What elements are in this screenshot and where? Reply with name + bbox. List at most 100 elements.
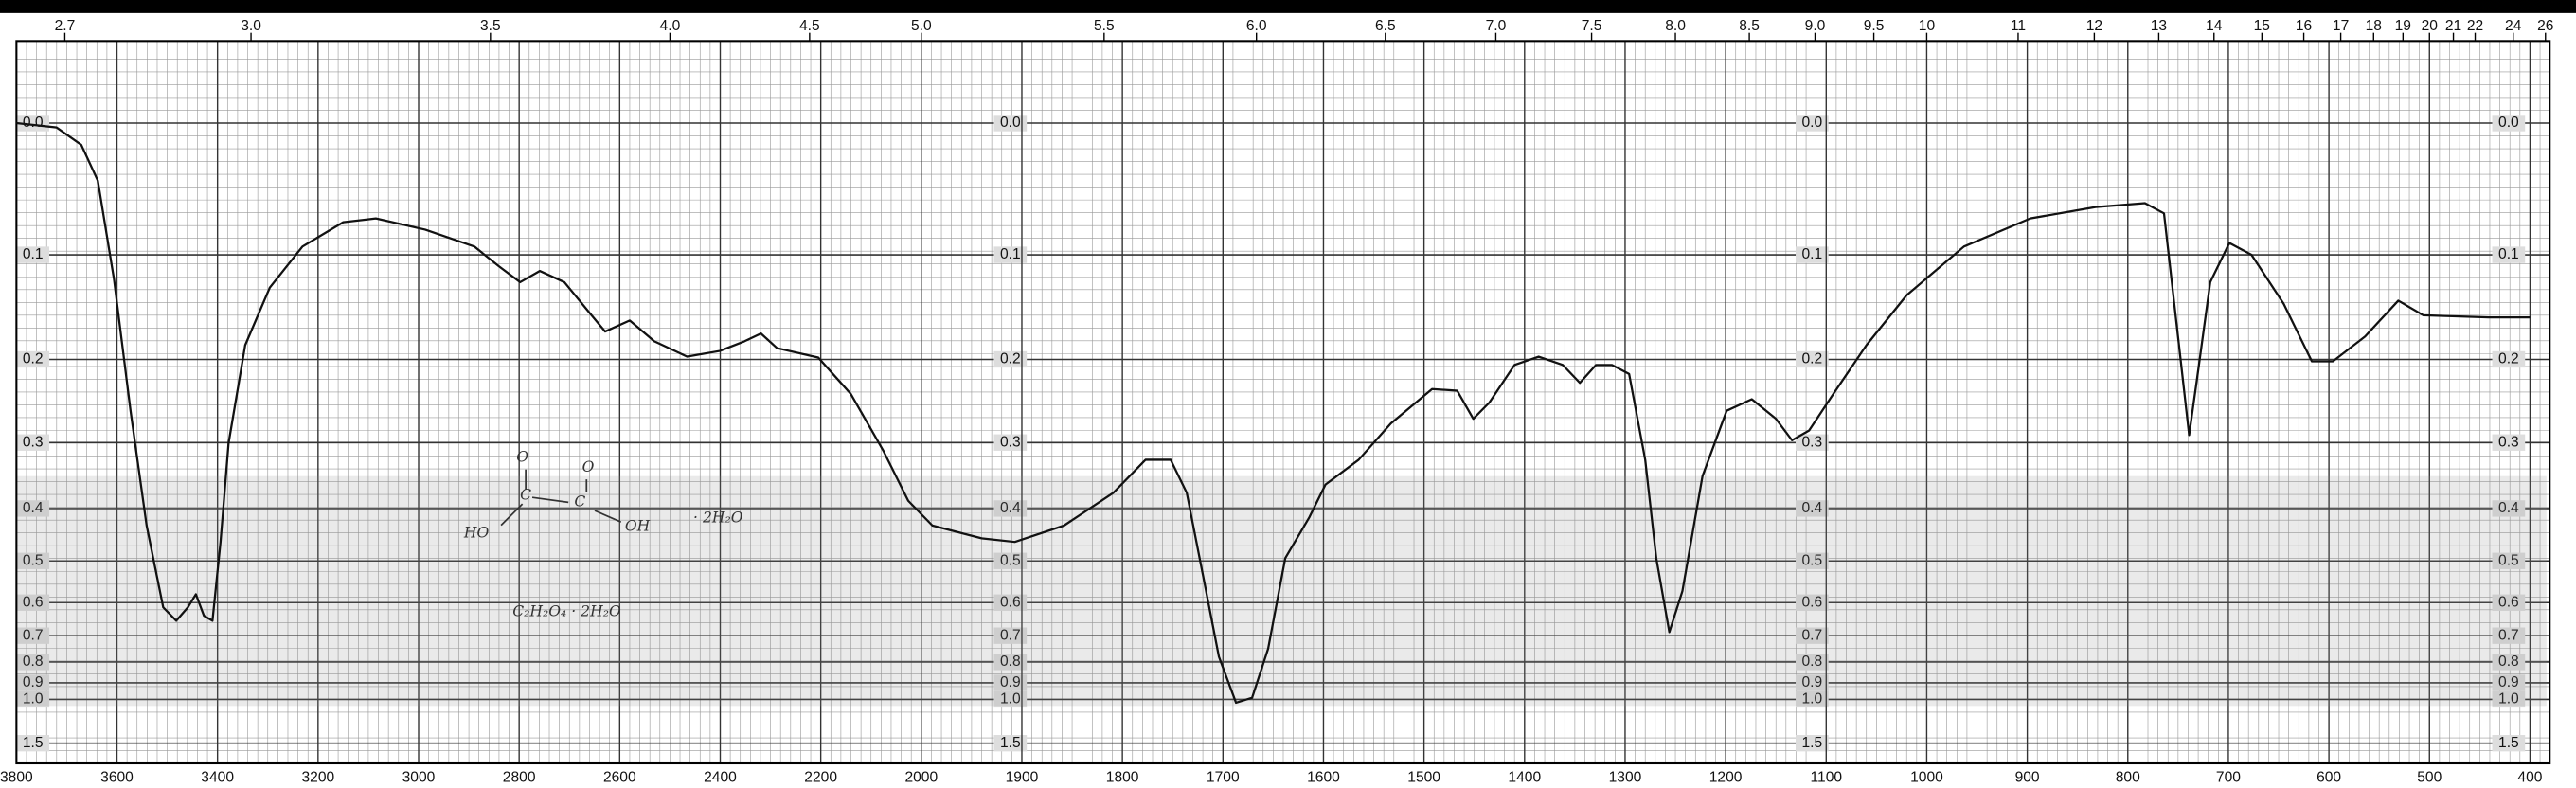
x2-tick-label: 4.5 — [799, 18, 820, 34]
x-tick-label: 1000 — [1910, 770, 1943, 786]
y-label-box — [2492, 654, 2526, 671]
y-tick-label: 0.5 — [2498, 552, 2519, 568]
y-tick-label: 0.2 — [1802, 351, 1823, 367]
x2-tick-label: 3.0 — [241, 18, 261, 34]
y-label-box — [993, 246, 1028, 263]
y-label-box — [16, 627, 50, 644]
y-tick-label: 0.2 — [2498, 351, 2519, 367]
x2-tick-label: 17 — [2333, 18, 2349, 34]
y-tick-label: 0.6 — [23, 594, 44, 610]
y-label-box — [16, 594, 50, 611]
y-tick-label: 0.6 — [1000, 594, 1021, 610]
bond — [531, 496, 569, 504]
frame — [15, 40, 2551, 765]
y-label-box — [993, 500, 1028, 517]
formula: C₂H₂O₄ · 2H₂O — [512, 603, 621, 620]
hand-label: HO — [463, 524, 490, 541]
x-tick-label: 2800 — [503, 770, 536, 786]
y-label-box — [993, 115, 1028, 132]
x2-tick-label: 20 — [2422, 18, 2439, 34]
y-label-box — [993, 654, 1028, 671]
y-tick-label: 1.5 — [1000, 735, 1021, 751]
y-tick-label: 0.8 — [2498, 654, 2519, 670]
y-tick-label: 0.8 — [1802, 654, 1823, 670]
y-label-box — [16, 246, 50, 263]
y-tick-label: 0.2 — [1000, 351, 1021, 367]
y-tick-label: 0.2 — [23, 351, 44, 367]
x2-tick-label: 5.5 — [1094, 18, 1115, 34]
y-tick-label: 0.9 — [23, 674, 44, 690]
y-label-box — [993, 627, 1028, 644]
x2-tick-label: 13 — [2151, 18, 2167, 34]
y-tick-label: 0.8 — [1000, 654, 1021, 670]
y-label-box — [2492, 627, 2526, 644]
y-label-box — [2492, 594, 2526, 611]
y-label-box — [1796, 246, 1829, 263]
y-tick-label: 0.1 — [23, 246, 44, 262]
y-tick-label: 1.5 — [1802, 735, 1823, 751]
x-tick-label: 2600 — [603, 770, 636, 786]
x-tick-label: 500 — [2417, 770, 2442, 786]
y-label-box — [1796, 115, 1829, 132]
x2-tick-label: 7.5 — [1582, 18, 1602, 34]
y-tick-label: 0.0 — [1802, 115, 1823, 131]
y-tick-label: 1.0 — [2498, 691, 2519, 707]
y-label-box — [2492, 246, 2526, 263]
x2-tick-label: 16 — [2296, 18, 2312, 34]
hand-label: C — [574, 492, 585, 510]
spectrum-line — [16, 121, 2531, 705]
x-tick-label: 1400 — [1508, 770, 1541, 786]
y-label-box — [16, 654, 50, 671]
x-tick-label: 1800 — [1106, 770, 1139, 786]
y-label-box — [993, 594, 1028, 611]
x-tick-label: 1200 — [1709, 770, 1743, 786]
scan-shading — [16, 475, 2547, 707]
y-label-box — [1796, 594, 1829, 611]
y-tick-label: 0.5 — [1802, 552, 1823, 568]
y-tick-label: 0.7 — [1000, 627, 1021, 643]
top-band — [0, 0, 2576, 13]
x-tick-label: 1700 — [1207, 770, 1240, 786]
x-tick-label: 1500 — [1407, 770, 1440, 786]
y-tick-label: 1.5 — [2498, 735, 2519, 751]
y-tick-label: 0.3 — [23, 434, 44, 450]
x2-tick-label: 8.0 — [1665, 18, 1686, 34]
y-label-box — [16, 115, 50, 132]
x-tick-label: 900 — [2015, 770, 2040, 786]
y-tick-label: 0.7 — [2498, 627, 2519, 643]
y-label-box — [2492, 115, 2526, 132]
y-label-box — [993, 674, 1028, 691]
y-label-box — [16, 552, 50, 569]
y-label-box — [993, 350, 1028, 368]
y-label-box — [16, 500, 50, 517]
y-label-box — [1796, 654, 1829, 671]
y-label-box — [2492, 434, 2526, 451]
y-tick-label: 0.0 — [1000, 115, 1021, 131]
x2-tick-label: 2.7 — [55, 18, 76, 34]
y-label-box — [1796, 735, 1829, 752]
y-tick-label: 0.1 — [2498, 246, 2519, 262]
x-tick-label: 1600 — [1307, 770, 1340, 786]
x-tick-label: 1900 — [1006, 770, 1039, 786]
y-label-box — [1796, 350, 1829, 368]
y-tick-label: 1.0 — [23, 691, 44, 707]
y-tick-label: 1.5 — [23, 735, 44, 751]
x2-tick-label: 22 — [2467, 18, 2483, 34]
x2-tick-label: 24 — [2505, 18, 2522, 34]
y-tick-label: 0.1 — [1802, 246, 1823, 262]
x2-tick-label: 12 — [2086, 18, 2102, 34]
hand-label: O — [582, 458, 595, 475]
x-tick-label: 3200 — [301, 770, 334, 786]
y-label-box — [2492, 690, 2526, 708]
hand-label: C — [520, 486, 531, 503]
y-label-box — [2492, 350, 2526, 368]
y-tick-label: 0.3 — [2498, 434, 2519, 450]
x2-tick-label: 7.0 — [1486, 18, 1507, 34]
x2-tick-label: 6.5 — [1375, 18, 1396, 34]
y-label-box — [2492, 735, 2526, 752]
x2-tick-label: 21 — [2445, 18, 2461, 34]
grid: 0.0 0.0 0.0 0.0 0.1 0.1 0.1 0.1 0.2 0.2 0.2 0.2 0.3 0… — [15, 41, 2550, 763]
y-label-box — [16, 735, 50, 752]
